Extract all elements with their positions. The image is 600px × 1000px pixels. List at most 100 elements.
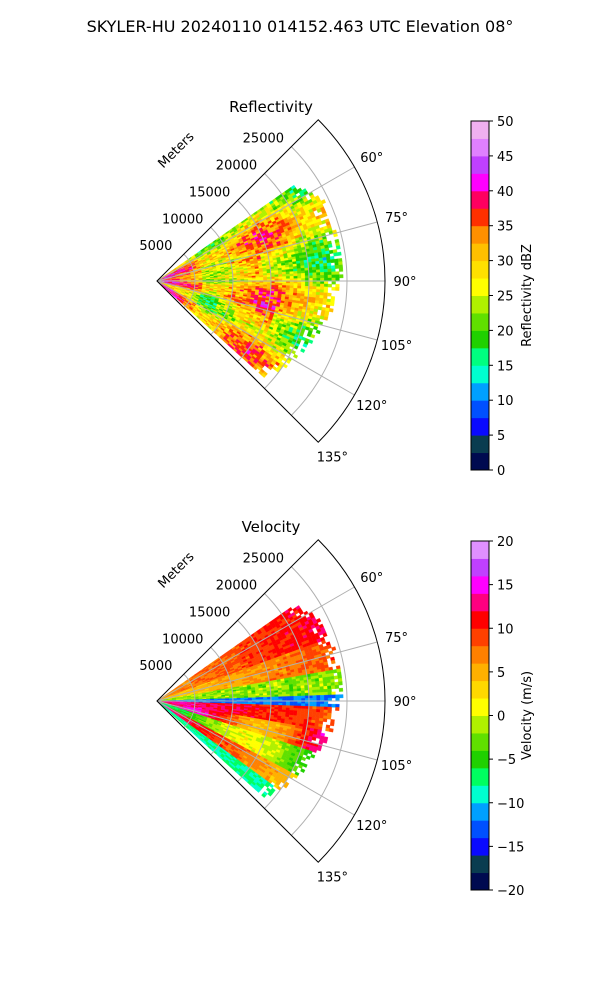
panel-title: Reflectivity	[229, 98, 313, 116]
data-cell	[289, 276, 294, 279]
data-cell	[327, 243, 333, 248]
data-cell	[274, 694, 279, 698]
data-cell	[310, 334, 316, 339]
azimuth-tick-label: 135°	[317, 450, 348, 465]
data-cell	[335, 271, 340, 276]
data-cell	[327, 292, 332, 297]
data-cell	[312, 286, 317, 290]
data-cell	[328, 249, 334, 254]
data-cell	[274, 276, 279, 280]
data-cell	[316, 275, 321, 279]
data-cell	[308, 283, 313, 287]
data-cell	[301, 273, 306, 277]
radial-tick-label: 20000	[216, 159, 257, 174]
data-cell	[240, 277, 245, 280]
data-cell	[335, 245, 341, 250]
data-cell	[263, 277, 268, 280]
data-cell	[322, 212, 328, 218]
data-cell	[301, 283, 306, 287]
panel-title: Velocity	[242, 518, 301, 536]
data-cell	[331, 271, 336, 276]
azimuth-tick-label: 60°	[360, 151, 383, 166]
data-cell	[323, 316, 329, 321]
data-cell	[333, 675, 339, 680]
data-cell	[323, 268, 328, 273]
data-cell	[331, 646, 337, 652]
data-cell	[327, 274, 332, 279]
data-cell	[274, 274, 279, 278]
data-cell	[337, 251, 342, 256]
data-cell	[278, 276, 283, 280]
data-cell	[338, 264, 343, 269]
data-cell	[316, 272, 321, 276]
data-cell	[297, 285, 302, 289]
data-cell	[316, 286, 321, 290]
data-cell	[293, 273, 298, 277]
data-cell	[330, 685, 336, 690]
data-cell	[316, 283, 321, 287]
data-cell	[293, 283, 298, 287]
radial-tick-label: 5000	[139, 239, 172, 254]
data-cell	[304, 272, 310, 277]
data-cell	[327, 271, 332, 276]
data-cell	[327, 688, 332, 693]
data-cell	[282, 274, 287, 277]
data-cell	[304, 283, 310, 287]
data-cell	[330, 659, 336, 665]
data-cell	[327, 685, 332, 690]
data-cell	[293, 275, 298, 279]
data-cell	[304, 275, 310, 279]
data-cell	[285, 276, 291, 280]
data-cell	[331, 274, 336, 279]
data-cell	[251, 277, 256, 280]
data-cell	[282, 283, 287, 286]
data-cell	[331, 268, 336, 273]
data-cell	[297, 273, 302, 277]
data-cell	[312, 283, 317, 287]
data-cell	[335, 287, 340, 291]
radial-axis-label: Meters	[156, 129, 198, 171]
data-cell	[326, 262, 332, 267]
data-cell	[329, 302, 335, 307]
data-cell	[312, 275, 317, 279]
radial-tick-label: 10000	[162, 212, 203, 227]
data-cell	[312, 272, 317, 276]
radial-tick-label: 15000	[189, 185, 230, 200]
velocity-panel: Velocity50001000015000200002500060°75°90…	[139, 518, 416, 885]
data-cell	[282, 276, 287, 280]
data-cell	[282, 694, 287, 697]
data-cell	[334, 264, 340, 269]
data-cell	[338, 267, 344, 272]
data-cell	[331, 286, 336, 291]
data-cell	[292, 353, 299, 359]
data-cell	[323, 271, 329, 276]
data-cell	[322, 301, 327, 306]
reflectivity-panel: Reflectivity50001000015000200002500060°7…	[139, 98, 416, 465]
data-cell	[323, 274, 329, 279]
data-cell	[328, 308, 334, 313]
figure-title: SKYLER-HU 20240110 014152.463 UTC Elevat…	[87, 17, 514, 36]
data-cell	[335, 283, 340, 288]
data-cell	[320, 283, 325, 288]
azimuth-tick-label: 120°	[356, 399, 387, 414]
data-cell	[323, 688, 328, 693]
data-cell	[327, 265, 332, 270]
data-cell	[333, 252, 338, 257]
azimuth-tick-label: 90°	[393, 275, 416, 290]
data-cell	[297, 275, 302, 279]
data-cell	[308, 339, 314, 344]
data-cell	[315, 329, 321, 335]
data-cell	[301, 285, 306, 290]
data-cell	[339, 274, 344, 279]
data-cell	[338, 687, 344, 692]
data-cell	[320, 272, 325, 276]
data-cell	[330, 259, 335, 264]
data-cell	[308, 275, 313, 279]
data-cell	[320, 286, 325, 291]
data-cell	[317, 306, 323, 311]
azimuth-tick-label: 75°	[385, 211, 408, 226]
data-cell	[320, 199, 326, 205]
data-cell	[323, 286, 329, 291]
data-cell	[327, 268, 332, 273]
